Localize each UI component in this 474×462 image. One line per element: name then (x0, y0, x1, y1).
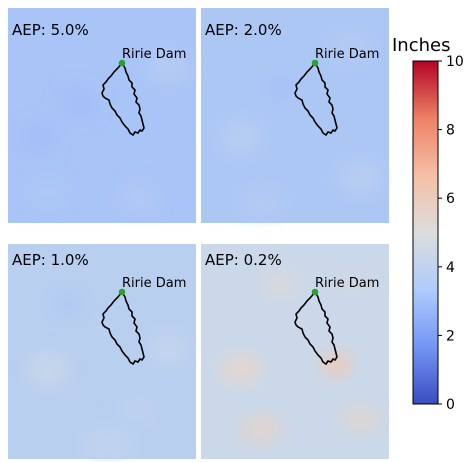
dam-marker (118, 288, 126, 296)
map-panel-aep-0-2: Ririe Dam AEP: 0.2% (201, 244, 389, 459)
colorbar-ticks: 0 2 4 6 8 10 (438, 54, 464, 413)
dam-label: Ririe Dam (315, 276, 379, 291)
colorbar-title: Inches (392, 35, 450, 56)
map-panel-aep-2: Ririe Dam AEP: 2.0% (201, 8, 389, 223)
map-panel-aep-1: Ririe Dam AEP: 1.0% (8, 244, 196, 459)
precip-blotches (26, 290, 188, 458)
map-panel-aep-5: Ririe Dam AEP: 5.0% (8, 8, 196, 223)
dam-marker (311, 59, 319, 67)
colorbar-tick-label: 0 (446, 397, 455, 413)
panel-label: AEP: 2.0% (205, 21, 282, 39)
dam-label: Ririe Dam (315, 47, 379, 62)
dam-marker (311, 288, 319, 296)
colorbar-tick-label: 8 (446, 123, 455, 139)
precip-blotches (221, 34, 383, 217)
colorbar: Inches 0 2 4 6 8 10 (392, 35, 464, 413)
dam-marker (118, 59, 126, 67)
panel-label: AEP: 5.0% (12, 21, 89, 39)
precip-blotches (20, 50, 190, 212)
colorbar-bar (412, 60, 439, 405)
colorbar-tick-label: 2 (446, 328, 455, 344)
dam-label: Ririe Dam (122, 276, 186, 291)
dam-label: Ririe Dam (122, 47, 186, 62)
panel-label: AEP: 0.2% (205, 251, 282, 269)
precip-blotches (219, 270, 381, 444)
colorbar-tick-label: 10 (446, 54, 464, 70)
colorbar-tick-label: 4 (446, 260, 455, 276)
colorbar-tick-label: 6 (446, 191, 455, 207)
panel-label: AEP: 1.0% (12, 251, 89, 269)
